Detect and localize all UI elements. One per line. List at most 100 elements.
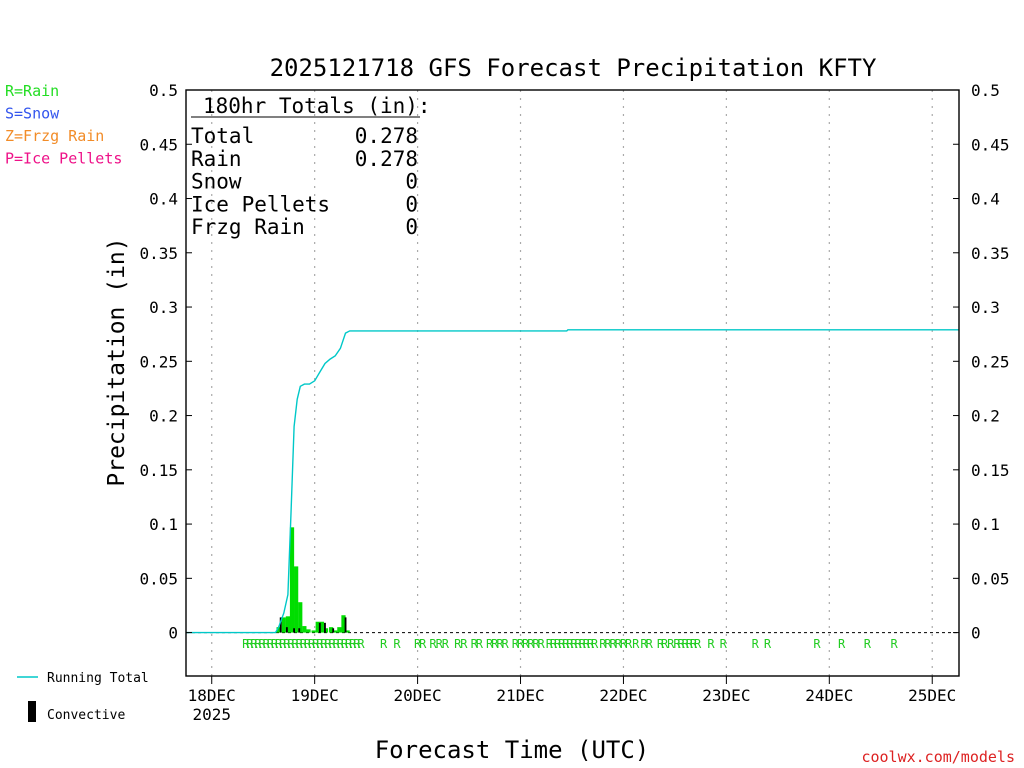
convective-bar (298, 628, 301, 633)
y-tick-label-right-5: 0.25 (971, 352, 1010, 371)
ptype-marker: R (476, 637, 484, 651)
ptype-marker: R (764, 637, 772, 651)
ptype-marker: R (554, 637, 562, 651)
x-axis: 18DEC 19DEC 20DEC 21DEC 22DEC 23DEC 24DEC 25DEC… (188, 676, 956, 724)
ptype-marker: R (349, 637, 357, 651)
plot-frame (185, 89, 960, 677)
ptype-marker: R (579, 637, 587, 651)
ptype-marker: R (341, 637, 349, 651)
convective-bar (279, 617, 282, 633)
legend-entry-3: P=Ice Pellets (5, 150, 122, 168)
ptype-marker: R (429, 637, 437, 651)
ptype-marker: R (583, 637, 591, 651)
ptype-marker: R (436, 637, 444, 651)
watermark: coolwx.com/models (861, 748, 1015, 766)
ptype-marker: R (454, 637, 462, 651)
ptype-marker: R (312, 637, 320, 651)
ptype-marker: R (673, 637, 681, 651)
ptype-marker: R (694, 637, 702, 651)
ptype-marker: R (657, 637, 665, 651)
ptype-marker: R (620, 637, 628, 651)
rain-bar (345, 630, 350, 633)
ptype-marker: R (357, 637, 365, 651)
ptype-marker: R (287, 637, 295, 651)
x-tick-year: 2025 (192, 705, 231, 724)
rain-bar (298, 602, 303, 633)
y-tick-label-right-8: 0.4 (971, 190, 1000, 209)
ptype-marker: R (308, 637, 316, 651)
totals-label-2: Snow (191, 170, 242, 194)
ptype-marker: R (864, 637, 872, 651)
y-tick-label-left-10: 0.5 (149, 81, 178, 100)
ptype-marker: R (615, 637, 623, 651)
ptype-marker: R (460, 637, 468, 651)
ptype-marker: R (486, 637, 494, 651)
ptype-marker: R (393, 637, 401, 651)
x-tick-label-0: 18DEC (188, 686, 236, 705)
ptype-marker: R (246, 637, 254, 651)
ptype-marker: R (254, 637, 262, 651)
ptype-marker: R (640, 637, 648, 651)
y-axis-left: 0 0.05 0.1 0.15 0.2 0.25 0.3 0.35 0.4 0.45 0.5 (139, 81, 192, 643)
ptype-marker: R (566, 637, 574, 651)
ptype-marker: R (599, 637, 607, 651)
y-tick-label-left-4: 0.2 (149, 407, 178, 426)
convective-bar (344, 617, 347, 633)
rain-bar (329, 627, 334, 633)
y-tick-label-right-6: 0.3 (971, 298, 1000, 317)
x-tick-label-3: 21DEC (496, 686, 544, 705)
totals-label-0: Total (191, 124, 254, 148)
y-axis-right: 0 0.05 0.1 0.15 0.2 0.25 0.3 0.35 0.4 0.45 0.5 (953, 81, 1010, 643)
ptype-marker: R (271, 637, 279, 651)
totals-heading: 180hr Totals (in): (203, 94, 431, 118)
totals-value-0: 0.278 (355, 124, 418, 148)
ptype-marker: R (682, 637, 690, 651)
ptype-marker: R (501, 637, 509, 651)
x-tick-label-2: 20DEC (394, 686, 442, 705)
ptype-marker: R (690, 637, 698, 651)
ptype-marker: R (345, 637, 353, 651)
x-tick-label-4: 22DEC (599, 686, 647, 705)
rain-bar (315, 621, 320, 633)
ptype-marker: R (259, 637, 267, 651)
y-tick-label-left-3: 0.15 (139, 461, 178, 480)
ptype-marker: R (575, 637, 583, 651)
y-tick-label-left-5: 0.25 (139, 352, 178, 371)
ptype-marker: R (512, 637, 520, 651)
totals-label-4: Frzg Rain (191, 215, 305, 239)
convective-bar (318, 622, 321, 633)
ptype-marker: R (300, 637, 308, 651)
ptype-marker: R (813, 637, 821, 651)
x-axis-label: Forecast Time (UTC) (375, 736, 650, 764)
ptype-marker: R (550, 637, 558, 651)
ptype-marker: R (471, 637, 479, 651)
ptype-marker: R (667, 637, 675, 651)
convective-bar (293, 628, 296, 633)
y-tick-label-right-4: 0.2 (971, 407, 1000, 426)
totals-value-3: 0 (405, 192, 418, 216)
ptype-marker: R (333, 637, 341, 651)
running-total-line (186, 329, 959, 634)
ptype-marker: R (677, 637, 685, 651)
y-tick-label-right-2: 0.1 (971, 515, 1000, 534)
ptype-marker: R (419, 637, 427, 651)
rain-bar (311, 630, 316, 633)
ptype-marker: R (250, 637, 258, 651)
ptype-marker: R (537, 637, 545, 651)
ptype-marker: R (296, 637, 304, 651)
ptype-marker: R (632, 637, 640, 651)
ptype-marker: R (587, 637, 595, 651)
ptype-marker: R (604, 637, 612, 651)
y-tick-label-right-7: 0.35 (971, 244, 1010, 263)
y-axis-label: Precipitation (in) (104, 237, 130, 486)
ptype-marker: R (517, 637, 525, 651)
ptype-marker: R (380, 637, 388, 651)
y-tick-label-left-9: 0.45 (139, 135, 178, 154)
ptype-marker: R (891, 637, 899, 651)
ptype-marker: R (442, 637, 450, 651)
x-tick-label-6: 24DEC (805, 686, 853, 705)
rain-bar (319, 621, 324, 633)
ptype-marker: R (591, 637, 599, 651)
totals-label-3: Ice Pellets (191, 192, 330, 216)
